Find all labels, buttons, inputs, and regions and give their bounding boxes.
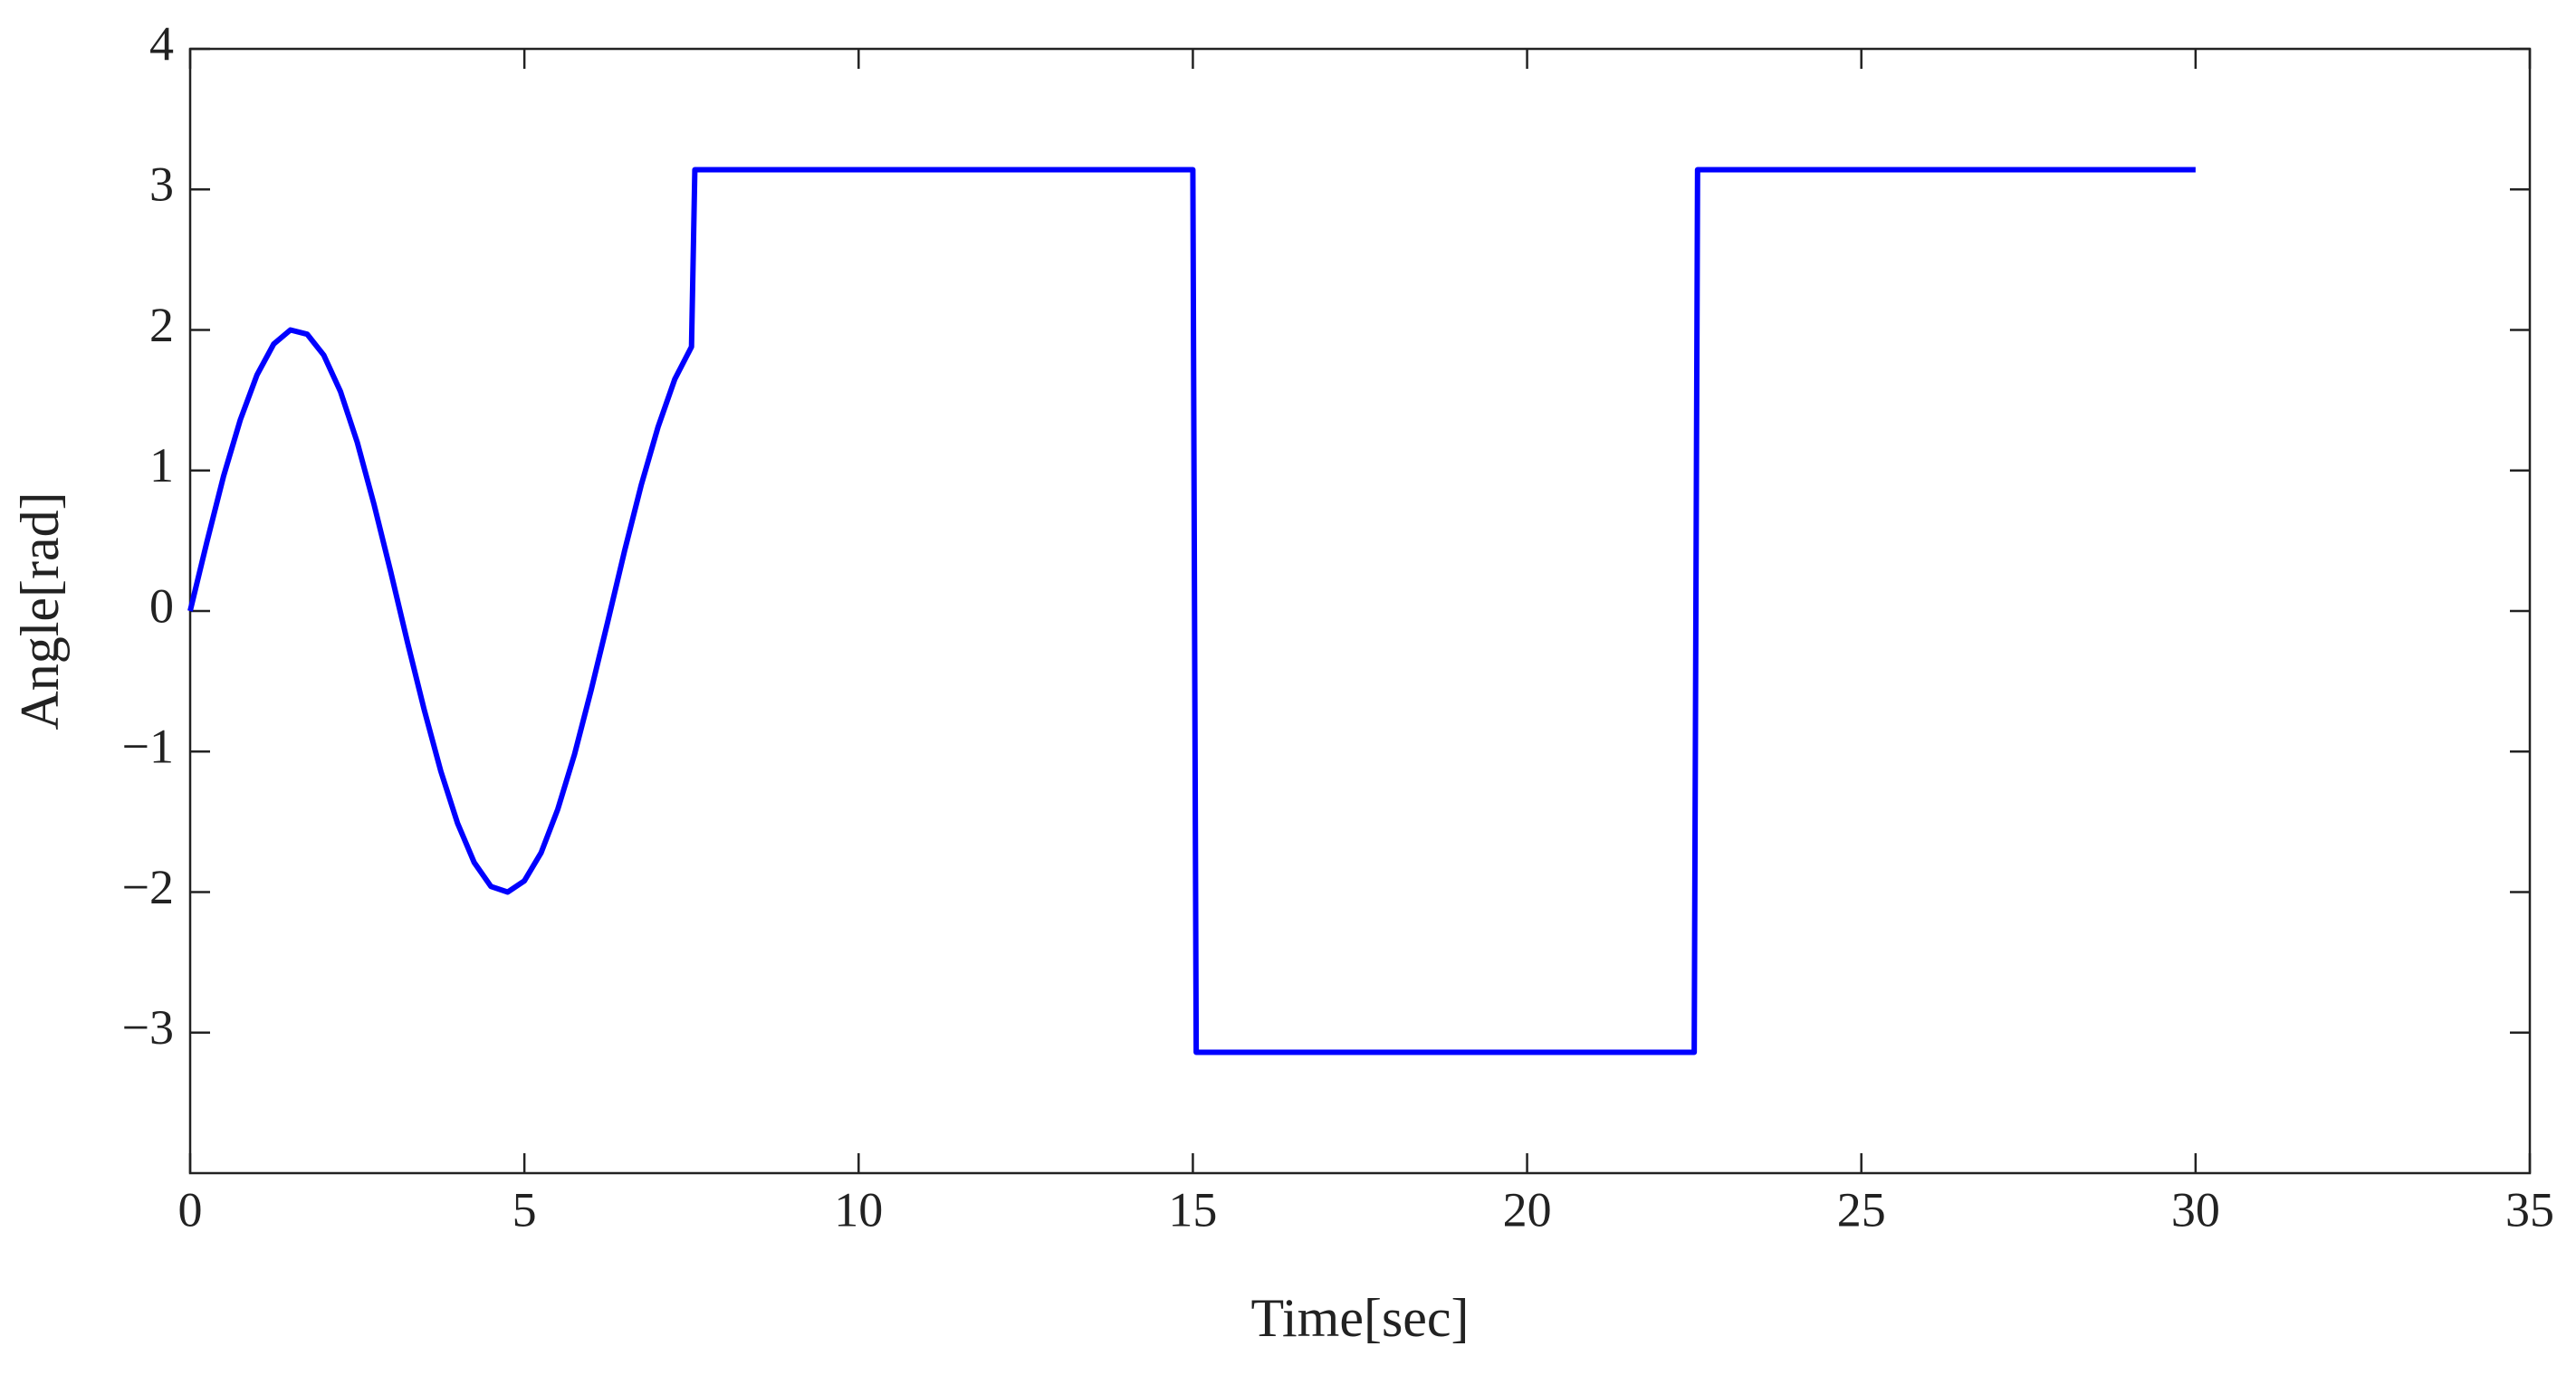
y-tick-label: 4 xyxy=(149,16,174,71)
y-tick-label: 2 xyxy=(149,298,174,352)
y-tick-label: −2 xyxy=(122,860,174,914)
y-tick-label: 1 xyxy=(149,438,174,492)
x-tick-label: 20 xyxy=(1503,1182,1552,1237)
y-tick-label: −3 xyxy=(122,1000,174,1055)
x-tick-label: 30 xyxy=(2171,1182,2220,1237)
x-tick-label: 0 xyxy=(178,1182,203,1237)
x-tick-label: 25 xyxy=(1837,1182,1886,1237)
y-tick-label: 3 xyxy=(149,158,174,212)
x-tick-label: 35 xyxy=(2505,1182,2554,1237)
x-tick-label: 5 xyxy=(512,1182,537,1237)
data-line xyxy=(187,167,2196,1055)
y-axis-label: Angle[rad] xyxy=(10,492,70,730)
x-tick-label: 10 xyxy=(834,1182,883,1237)
x-tick-label: 15 xyxy=(1168,1182,1217,1237)
y-tick-label: −1 xyxy=(122,720,174,774)
x-axis-label: Time[sec] xyxy=(1250,1288,1469,1348)
plot-frame xyxy=(188,47,2532,1175)
y-tick-label: 0 xyxy=(149,578,174,633)
